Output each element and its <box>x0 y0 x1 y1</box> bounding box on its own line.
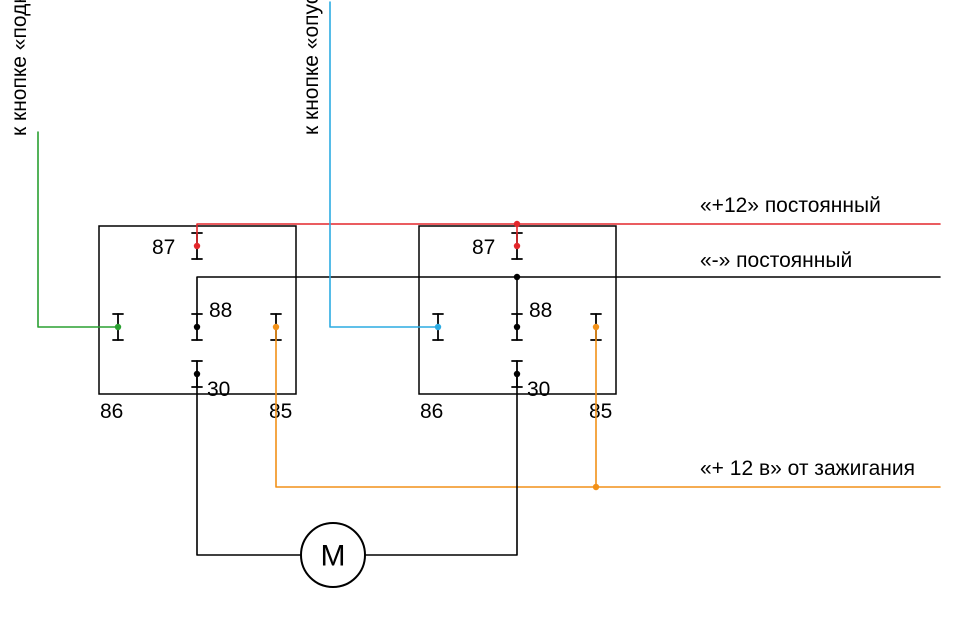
svg-text:86: 86 <box>100 400 123 423</box>
label-plus12: «+12» постоянный <box>700 194 881 217</box>
svg-text:M: M <box>321 540 346 573</box>
svg-text:88: 88 <box>209 299 232 322</box>
svg-text:85: 85 <box>589 400 612 423</box>
svg-text:87: 87 <box>152 236 175 259</box>
svg-text:88: 88 <box>529 299 552 322</box>
svg-text:86: 86 <box>420 400 443 423</box>
label-ignition: «+ 12 в» от зажигания <box>700 457 915 480</box>
svg-text:87: 87 <box>472 236 495 259</box>
label-minus: «-» постоянный <box>700 249 852 272</box>
svg-text:30: 30 <box>527 378 550 401</box>
label-btn-up: к кнопке «поднять» <box>8 0 31 136</box>
wiring-diagram: 87 88 86 85 30 87 88 86 85 30 M «+12» постоянный «-»… <box>0 0 960 641</box>
svg-text:30: 30 <box>207 378 230 401</box>
label-btn-down: к кнопке «опустить» <box>300 0 323 135</box>
svg-text:85: 85 <box>269 400 292 423</box>
